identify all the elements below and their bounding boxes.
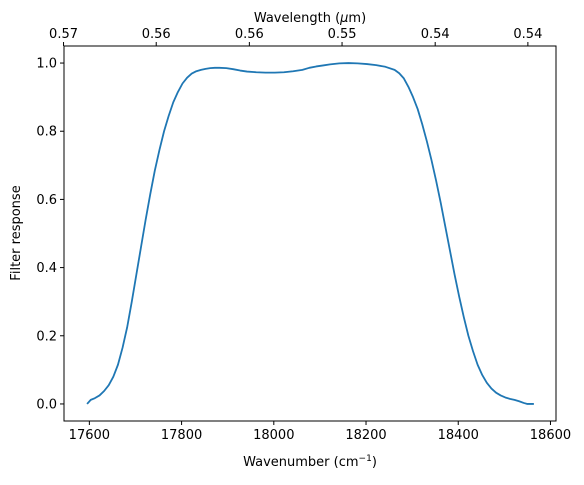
top-tick-label: 0.57 [49, 27, 78, 42]
top-tick-label: 0.54 [421, 27, 450, 42]
top-axis-ticks: 0.57 0.56 0.56 0.55 0.54 0.54 [49, 27, 542, 46]
y-tick-label: 0.8 [36, 125, 57, 140]
top-axis-title-mu: μ [339, 11, 348, 26]
y-tick-label: 0.4 [36, 261, 57, 276]
x-tick-label: 18000 [253, 428, 294, 443]
top-axis-title: Wavelength (μm) [254, 11, 366, 26]
top-tick-label: 0.54 [513, 27, 542, 42]
x-tick-label: 17800 [161, 428, 202, 443]
y-axis-ticks: 0.0 0.2 0.4 0.6 0.8 1.0 [36, 57, 64, 412]
x-axis-ticks: 17600 17800 18000 18200 18400 18600 [69, 421, 571, 443]
y-tick-label: 0.6 [36, 193, 57, 208]
x-axis-title-superscript: −1 [359, 454, 372, 464]
y-tick-label: 0.0 [36, 397, 57, 412]
x-tick-label: 17600 [69, 428, 110, 443]
x-tick-label: 18600 [530, 428, 571, 443]
top-tick-label: 0.55 [328, 27, 357, 42]
top-tick-label: 0.56 [235, 27, 264, 42]
y-axis-title: Filter response [9, 185, 24, 280]
x-axis-title: Wavenumber (cm−1) [243, 454, 377, 470]
y-tick-label: 1.0 [36, 57, 57, 72]
x-tick-label: 18200 [345, 428, 386, 443]
x-tick-label: 18400 [438, 428, 479, 443]
top-tick-label: 0.56 [142, 27, 171, 42]
filter-response-line [86, 62, 534, 405]
y-tick-label: 0.2 [36, 329, 57, 344]
plot-area [63, 45, 557, 422]
